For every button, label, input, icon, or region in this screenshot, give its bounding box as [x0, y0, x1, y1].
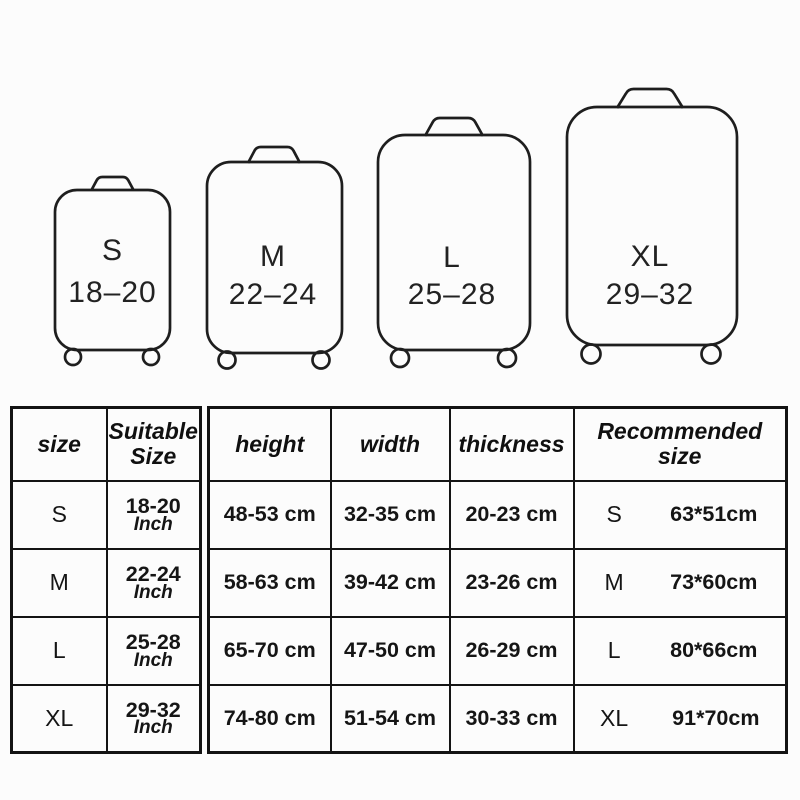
size-cell: S: [10, 479, 108, 550]
suitable-range: 22-24: [125, 562, 181, 587]
suitable-unit: Inch: [133, 513, 173, 535]
table-row: 58-63 cm 39-42 cm 23-26 cm M 73*60cm: [207, 547, 788, 618]
suitcase-body: [53, 188, 172, 352]
suitable-range: 18-20: [125, 494, 181, 519]
suitable-unit: Inch: [133, 581, 173, 603]
suitcase-wheel: [217, 350, 237, 370]
recommended-size-dims: 80*66cm: [670, 638, 758, 662]
suitable-size-cell: 25-28 Inch: [105, 615, 202, 686]
size-cell: XL: [10, 683, 108, 754]
suitable-size-cell: 29-32 Inch: [105, 683, 202, 754]
recommended-column-header: Recommended size: [572, 406, 788, 482]
suitcase-wheel: [580, 343, 602, 365]
suitcase-wheel: [63, 347, 83, 367]
suitcase-m: M 22–24: [205, 145, 344, 370]
width-cell: 39-42 cm: [329, 547, 451, 618]
size-table: size Suitable Size S 18-20 Inch M 22-24 …: [10, 406, 202, 754]
recommended-size-letter: S: [606, 501, 622, 527]
suitable-size-cell: 18-20 Inch: [105, 479, 202, 550]
suitcase-wheel: [141, 347, 161, 367]
height-cell: 65-70 cm: [207, 615, 332, 686]
recommended-cell: L 80*66cm: [572, 615, 788, 686]
height-cell: 74-80 cm: [207, 683, 332, 754]
height-cell: 48-53 cm: [207, 479, 332, 550]
suitable-size-header-line2: Size: [130, 443, 177, 470]
size-table-header-row: size Suitable Size: [10, 406, 202, 482]
dimension-table: height width thickness Recommended size …: [207, 406, 788, 754]
suitable-size-header-line1: Suitable: [108, 418, 198, 445]
luggage-size-diagram: S 18–20 M 22–24 L 25–28 XL 29–32: [53, 87, 739, 370]
suitable-range: 29-32: [125, 697, 181, 722]
suitable-range: 25-28: [125, 630, 181, 655]
size-cell: M: [10, 547, 108, 618]
suitcase-body: [205, 160, 344, 355]
thickness-cell: 20-23 cm: [448, 479, 575, 550]
height-cell: 58-63 cm: [207, 547, 332, 618]
suitcase-s: S 18–20: [53, 175, 172, 367]
suitcase-handle: [423, 116, 485, 137]
recommended-size-dims: 73*60cm: [670, 570, 758, 594]
suitcase-size-label: M: [260, 240, 286, 273]
suitcase-size-range: 22–24: [229, 278, 317, 311]
suitcase-wheel: [311, 350, 331, 370]
table-row: 74-80 cm 51-54 cm 30-33 cm XL 91*70cm: [207, 683, 788, 754]
thickness-cell: 23-26 cm: [448, 547, 575, 618]
table-row: XL 29-32 Inch: [10, 683, 202, 754]
suitable-size-cell: 22-24 Inch: [105, 547, 202, 618]
size-column-header: size: [10, 406, 108, 482]
suitcase-body: [565, 105, 739, 347]
suitcase-size-label: L: [443, 241, 461, 274]
suitable-unit: Inch: [133, 649, 173, 671]
recommended-size-letter: M: [604, 569, 624, 595]
suitcase-wheel: [496, 347, 518, 369]
width-cell: 47-50 cm: [329, 615, 451, 686]
width-cell: 51-54 cm: [329, 683, 451, 754]
suitcase-size-label: S: [102, 234, 123, 267]
suitcase-xl: XL 29–32: [565, 87, 739, 365]
width-cell: 32-35 cm: [329, 479, 451, 550]
suitcase-size-label: XL: [631, 240, 670, 273]
suitcase-handle: [90, 175, 135, 191]
suitcase-wheel: [389, 347, 411, 369]
suitcase-size-range: 25–28: [408, 278, 496, 311]
dimension-table-header-row: height width thickness Recommended size: [207, 406, 788, 482]
recommended-size-dims: 63*51cm: [670, 502, 758, 526]
thickness-column-header: thickness: [448, 406, 575, 482]
suitable-unit: Inch: [133, 717, 173, 739]
suitcase-l: L 25–28: [376, 116, 532, 369]
table-row: L 25-28 Inch: [10, 615, 202, 686]
thickness-cell: 30-33 cm: [448, 683, 575, 754]
suitcase-size-range: 29–32: [606, 278, 694, 311]
recommended-size-dims: 91*70cm: [672, 705, 760, 730]
recommended-cell: M 73*60cm: [572, 547, 788, 618]
suitcase-body: [376, 133, 532, 352]
suitcase-wheel: [700, 343, 722, 365]
table-row: S 18-20 Inch: [10, 479, 202, 550]
size-cell: L: [10, 615, 108, 686]
width-column-header: width: [329, 406, 451, 482]
suitable-size-column-header: Suitable Size: [105, 406, 202, 482]
height-column-header: height: [207, 406, 332, 482]
recommended-size-letter: L: [607, 637, 621, 663]
suitcase-handle: [246, 145, 302, 164]
table-row: 65-70 cm 47-50 cm 26-29 cm L 80*66cm: [207, 615, 788, 686]
suitcase-handle: [615, 87, 685, 109]
table-row: M 22-24 Inch: [10, 547, 202, 618]
recommended-size-letter: XL: [600, 704, 629, 731]
thickness-cell: 26-29 cm: [448, 615, 575, 686]
recommended-cell: S 63*51cm: [572, 479, 788, 550]
recommended-cell: XL 91*70cm: [572, 683, 788, 754]
table-row: 48-53 cm 32-35 cm 20-23 cm S 63*51cm: [207, 479, 788, 550]
suitcase-size-range: 18–20: [68, 276, 156, 309]
